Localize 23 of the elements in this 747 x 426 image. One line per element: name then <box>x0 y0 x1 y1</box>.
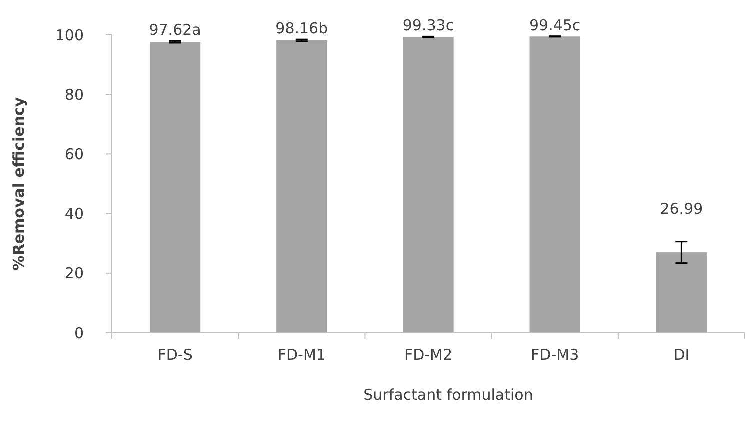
data-label: 99.45c <box>530 16 581 34</box>
x-tick-label: FD-M1 <box>278 346 326 364</box>
x-tick-label: FD-S <box>158 346 193 364</box>
x-tick-label: FD-M3 <box>531 346 580 364</box>
y-tick-label: 40 <box>64 205 84 224</box>
data-label: 99.33c <box>402 16 454 35</box>
y-tick-label: 0 <box>74 324 84 342</box>
x-tick-label: FD-M2 <box>404 346 453 364</box>
data-label: 98.16b <box>276 20 328 38</box>
bar <box>656 252 708 333</box>
y-tick-label: 80 <box>64 86 84 104</box>
bar <box>150 42 201 333</box>
y-axis-title: %Removal efficiency <box>10 97 28 271</box>
y-tick-label: 100 <box>55 26 84 44</box>
data-label: 26.99 <box>660 200 704 218</box>
y-tick-label: 20 <box>64 264 84 283</box>
y-tick-label: 60 <box>64 145 84 164</box>
bar <box>403 36 454 333</box>
bar <box>276 40 328 333</box>
x-tick-label: DI <box>674 346 690 364</box>
data-label: 97.62a <box>149 21 202 40</box>
x-axis-title: Surfactant formulation <box>364 386 534 404</box>
bar <box>530 36 580 333</box>
